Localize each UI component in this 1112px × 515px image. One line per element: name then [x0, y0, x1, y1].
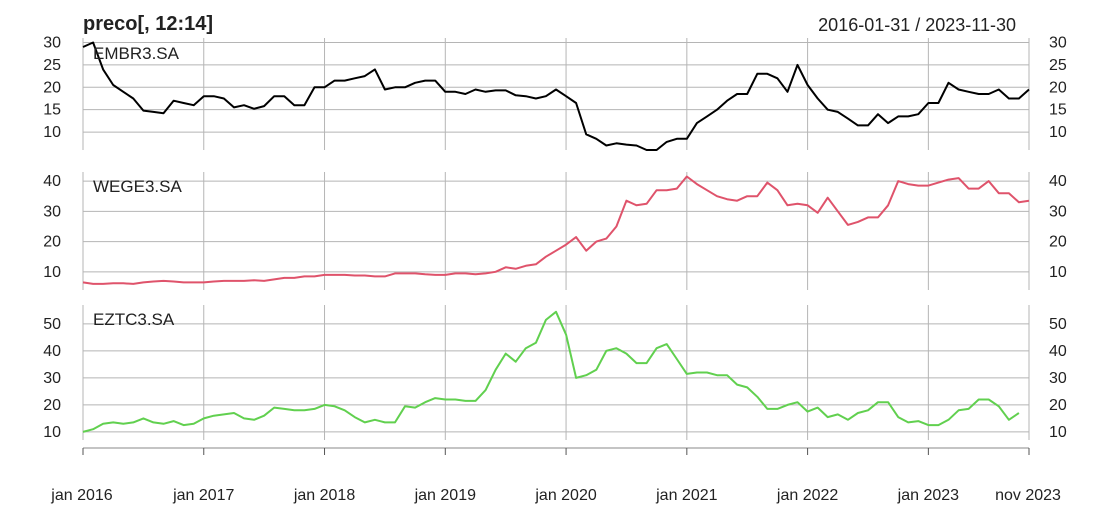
y-tick-label-right: 10	[1049, 424, 1067, 441]
series-line-wege3-sa	[82, 175, 1030, 285]
y-tick-label-left: 40	[43, 343, 61, 360]
y-tick-label-right: 30	[1049, 34, 1067, 51]
series-label: EMBR3.SA	[93, 44, 180, 63]
x-tick-label: jan 2017	[172, 487, 234, 504]
y-tick-label-right: 20	[1049, 234, 1067, 251]
y-tick-label-right: 10	[1049, 264, 1067, 281]
y-tick-label-right: 30	[1049, 370, 1067, 387]
y-tick-label-right: 20	[1049, 79, 1067, 96]
x-tick-label: jan 2023	[897, 487, 959, 504]
x-tick-label: jan 2018	[293, 487, 355, 504]
chart-title: preco[, 12:14]	[83, 13, 213, 35]
y-tick-label-right: 40	[1049, 173, 1067, 190]
y-tick-label-left: 30	[43, 34, 61, 51]
y-tick-label-right: 15	[1049, 102, 1067, 119]
y-tick-label-left: 20	[43, 234, 61, 251]
y-tick-label-left: 40	[43, 173, 61, 190]
panel-1: 10 10 15 15 20 20 25 25 30 30 EMBR3.SA	[43, 34, 1067, 151]
x-tick-label: jan 2022	[776, 487, 838, 504]
x-tick-label: nov 2023	[995, 487, 1061, 504]
series-label: WEGE3.SA	[93, 177, 182, 196]
x-tick-label: jan 2020	[534, 487, 596, 504]
date-range-label: 2016-01-31 / 2023-11-30	[818, 15, 1016, 35]
y-tick-label-left: 15	[43, 102, 61, 119]
y-tick-label-left: 10	[43, 264, 61, 281]
y-tick-label-left: 30	[43, 370, 61, 387]
panel-3: 10 10 20 20 30 30 40 40 50 50 EZTC3.SA	[43, 305, 1067, 441]
series-line-embr3-sa	[82, 41, 1030, 151]
y-tick-label-right: 10	[1049, 124, 1067, 141]
y-tick-label-right: 50	[1049, 316, 1067, 333]
x-tick-label: jan 2016	[50, 487, 112, 504]
y-tick-label-right: 40	[1049, 343, 1067, 360]
y-tick-label-left: 20	[43, 79, 61, 96]
panel-2: 10 10 20 20 30 30 40 40 WEGE3.SA	[43, 172, 1067, 290]
x-tick-label: jan 2021	[655, 487, 717, 504]
y-tick-label-left: 10	[43, 424, 61, 441]
y-tick-label-right: 30	[1049, 203, 1067, 220]
series-line-eztc3-sa	[82, 310, 1020, 433]
x-tick-label: jan 2019	[414, 487, 476, 504]
series-label: EZTC3.SA	[93, 310, 175, 329]
y-tick-label-right: 25	[1049, 57, 1067, 74]
y-tick-label-left: 10	[43, 124, 61, 141]
y-tick-label-left: 30	[43, 203, 61, 220]
y-tick-label-right: 20	[1049, 397, 1067, 414]
y-tick-label-left: 20	[43, 397, 61, 414]
y-tick-label-left: 25	[43, 57, 61, 74]
y-tick-label-left: 50	[43, 316, 61, 333]
